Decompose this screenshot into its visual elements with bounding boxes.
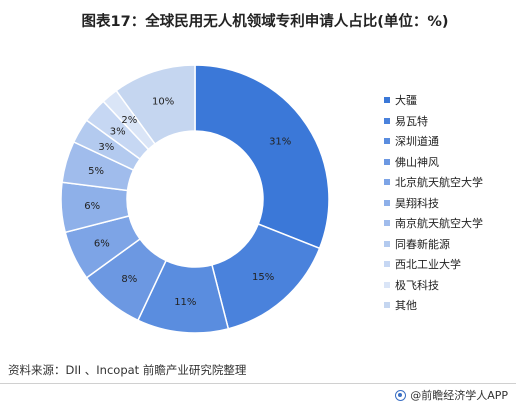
legend-item-3: 深圳道通 xyxy=(384,131,483,152)
legend-item-11: 其他 xyxy=(384,295,483,316)
legend-label-11: 其他 xyxy=(395,299,417,313)
slice-label-1: 31% xyxy=(269,137,291,148)
legend-label-7: 南京航天航空大学 xyxy=(395,217,483,231)
brand-footer: @前瞻经济学人APP xyxy=(395,387,508,403)
source-note: 资料来源：DII 、Incopat 前瞻产业研究院整理 xyxy=(8,363,247,377)
legend-swatch-3 xyxy=(384,138,390,145)
slice-label-4: 8% xyxy=(121,274,137,285)
legend-label-9: 西北工业大学 xyxy=(395,258,461,272)
chart-title: 图表17：全球民用无人机领域专利申请人占比(单位：%) xyxy=(81,14,449,30)
slice-label-9: 3% xyxy=(110,126,126,137)
legend-swatch-4 xyxy=(384,158,390,165)
slice-label-10: 2% xyxy=(121,115,137,126)
legend-swatch-6 xyxy=(384,199,390,206)
legend-label-2: 易瓦特 xyxy=(395,114,428,128)
legend-label-5: 北京航天航空大学 xyxy=(395,176,483,190)
brand-label: @前瞻经济学人APP xyxy=(410,389,508,402)
legend-swatch-10 xyxy=(384,281,390,288)
legend-swatch-2 xyxy=(384,117,390,124)
legend-label-10: 极飞科技 xyxy=(395,278,439,292)
slice-label-3: 11% xyxy=(174,297,196,308)
legend-swatch-5 xyxy=(384,179,390,186)
legend-label-6: 昊翔科技 xyxy=(395,196,439,210)
legend-swatch-9 xyxy=(384,261,390,268)
legend: 大疆易瓦特深圳道通佛山神风北京航天航空大学 昊翔科技南京航天航空大学 同春新能源西北… xyxy=(384,90,483,316)
legend-item-6: 昊翔科技 xyxy=(384,193,483,214)
brand-logo-icon xyxy=(395,389,407,401)
slice-1 xyxy=(194,64,330,250)
legend-swatch-1 xyxy=(384,97,390,104)
legend-item-4: 佛山神风 xyxy=(384,152,483,173)
legend-item-2: 易瓦特 xyxy=(384,111,483,132)
legend-item-7: 南京航天航空大学 xyxy=(384,213,483,234)
legend-swatch-11 xyxy=(384,302,390,309)
slice-label-2: 15% xyxy=(252,272,274,283)
legend-item-5: 北京航天航空大学 xyxy=(384,172,483,193)
legend-label-3: 深圳道通 xyxy=(395,135,439,149)
legend-item-8: 同春新能源 xyxy=(384,234,483,255)
slice-label-7: 5% xyxy=(88,166,104,177)
slice-label-8: 3% xyxy=(98,142,114,153)
legend-label-8: 同春新能源 xyxy=(395,237,450,251)
legend-item-10: 极飞科技 xyxy=(384,275,483,296)
legend-label-4: 佛山神风 xyxy=(395,155,439,169)
slice-label-6: 6% xyxy=(84,201,100,212)
footer-divider xyxy=(0,383,516,384)
slice-label-11: 10% xyxy=(152,97,174,108)
slice-label-5: 6% xyxy=(94,238,110,249)
legend-item-1: 大疆 xyxy=(384,90,483,111)
legend-label-1: 大疆 xyxy=(395,94,417,108)
legend-swatch-8 xyxy=(384,240,390,247)
legend-swatch-7 xyxy=(384,220,390,227)
slice-11 xyxy=(115,64,196,146)
legend-item-9: 西北工业大学 xyxy=(384,254,483,275)
